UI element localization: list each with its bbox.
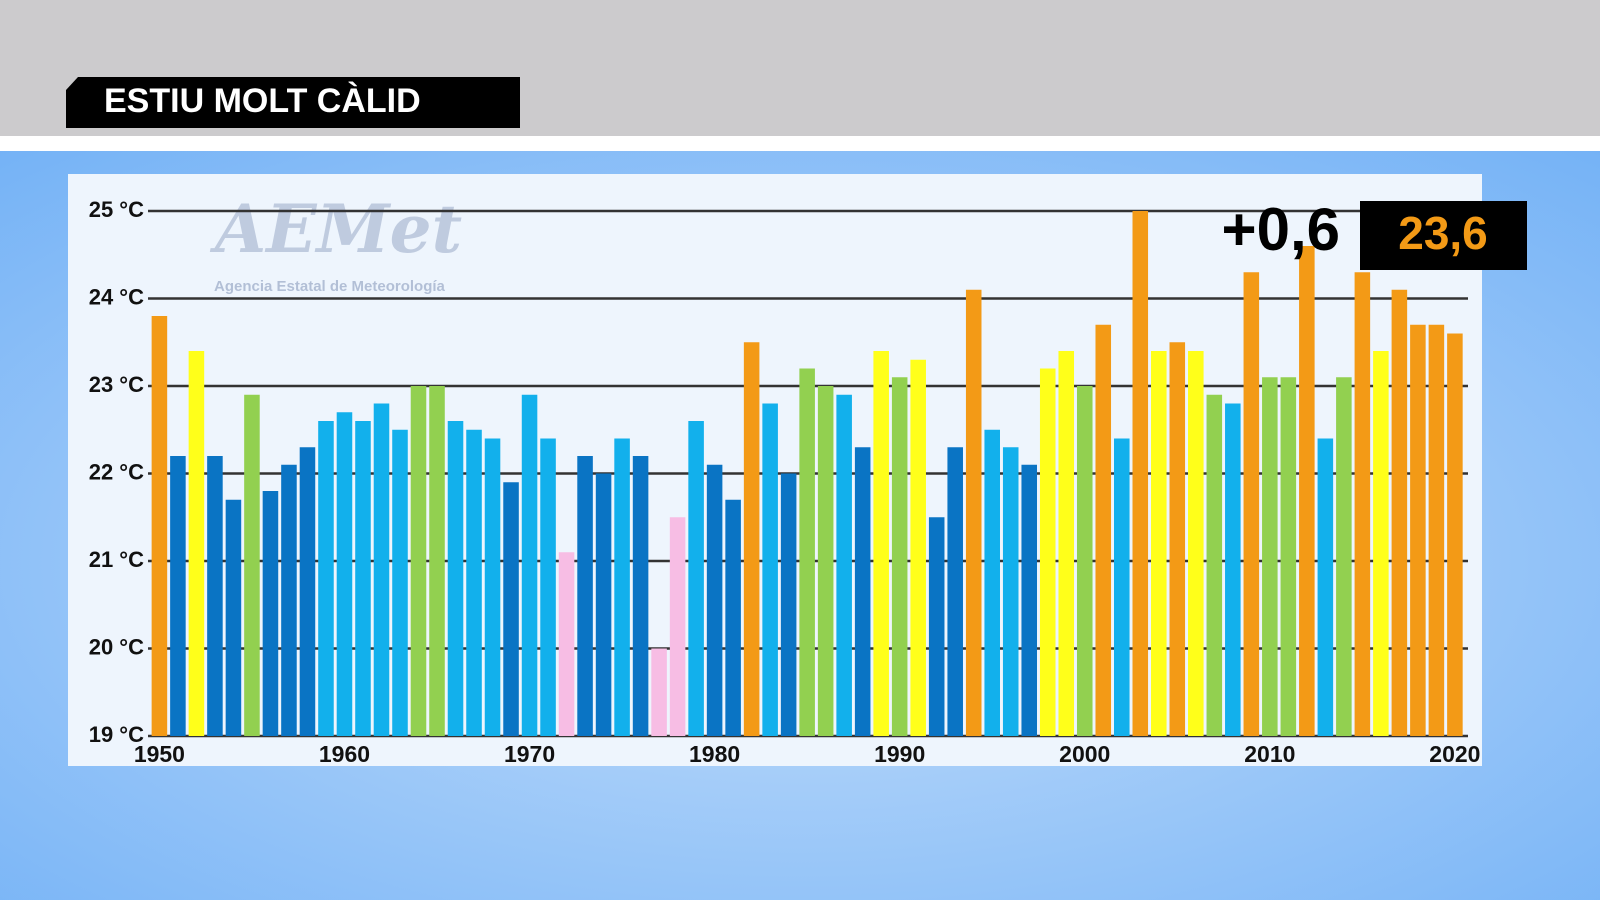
bar: [1039, 368, 1056, 736]
bar: [1206, 394, 1223, 736]
bar: [577, 456, 593, 736]
bar: [299, 447, 316, 736]
bar: [725, 499, 741, 736]
bar: [614, 438, 630, 736]
x-tick-label: 1980: [689, 741, 740, 767]
y-tick-label: 21 °C: [89, 547, 144, 572]
bar: [854, 447, 871, 736]
bar: [207, 456, 223, 736]
bar: [873, 351, 889, 736]
logo-subtitle: Agencia Estatal de Meteorología: [214, 278, 446, 295]
bar: [318, 421, 334, 736]
value-label: 23,6: [1398, 207, 1488, 259]
bar: [151, 316, 168, 736]
anomaly-label: +0,6: [1222, 196, 1340, 263]
bar: [262, 491, 279, 736]
bar: [521, 394, 538, 736]
bar: [688, 421, 704, 736]
bar: [1262, 377, 1278, 736]
bar: [799, 368, 815, 736]
bar: [1076, 386, 1093, 736]
bar: [558, 552, 575, 736]
divider: [0, 136, 1600, 151]
bar: [1428, 324, 1445, 736]
bar: [910, 359, 926, 736]
y-tick-label: 22 °C: [89, 459, 144, 484]
bar: [503, 482, 519, 736]
bar: [1151, 351, 1167, 736]
bar: [373, 403, 390, 736]
bar: [1391, 289, 1408, 736]
bar: [540, 438, 556, 736]
bar: [595, 473, 612, 736]
bar: [1169, 342, 1186, 736]
bar: [225, 499, 242, 736]
bar: [1188, 351, 1204, 736]
bar: [817, 386, 834, 736]
bar: [1113, 438, 1130, 736]
bar: [780, 473, 797, 736]
value-box: [1360, 201, 1527, 270]
x-tick-label: 1990: [874, 741, 925, 767]
bar: [410, 386, 427, 736]
bar: [355, 421, 371, 736]
bar: [743, 342, 760, 736]
bar: [965, 289, 982, 736]
logo: AEMet Agencia Estatal de Meteorología: [209, 190, 462, 295]
bar: [447, 421, 464, 736]
bar: [1317, 438, 1334, 736]
bar: [1280, 377, 1297, 736]
bar: [429, 386, 445, 736]
bar: [1447, 333, 1463, 736]
title-box: [66, 77, 520, 128]
y-tick-label: 25 °C: [89, 197, 144, 222]
y-tick-label: 19 °C: [89, 722, 144, 747]
bar: [984, 429, 1000, 736]
x-tick-label: 2000: [1059, 741, 1110, 767]
bar: [891, 377, 908, 736]
bar: [188, 351, 205, 736]
bar: [281, 464, 297, 736]
bar: [1299, 246, 1315, 736]
bar: [1410, 324, 1426, 736]
logo-name: AEMet: [209, 190, 462, 268]
bar: [928, 517, 945, 736]
bar: [706, 464, 723, 736]
bar: [1336, 377, 1352, 736]
x-tick-label: 2020: [1429, 741, 1480, 767]
bar: [762, 403, 778, 736]
bar: [484, 438, 501, 736]
bar: [336, 412, 353, 736]
bar: [1225, 403, 1241, 736]
plot: 19 °C 20 °C 21 °C 22 °C 23 °C 24 °C 25 °C 1950 1…: [89, 197, 1481, 767]
bar: [244, 394, 260, 736]
bar: [1021, 464, 1038, 736]
x-tick-label: 2010: [1244, 741, 1295, 767]
bar: [836, 394, 852, 736]
bar: [947, 447, 963, 736]
bar: [1132, 211, 1149, 736]
bar: [466, 429, 482, 736]
bar: [651, 648, 667, 736]
y-tick-label: 20 °C: [89, 634, 144, 659]
bar: [1243, 272, 1260, 736]
page-title: ESTIU MOLT CÀLID: [104, 82, 421, 120]
bar: [669, 517, 686, 736]
bar: [632, 456, 649, 736]
bar: [392, 429, 408, 736]
x-tick-label: 1950: [134, 741, 185, 767]
y-tick-label: 23 °C: [89, 372, 144, 397]
x-tick-label: 1970: [504, 741, 555, 767]
bar: [1058, 351, 1075, 736]
bar: [1002, 447, 1019, 736]
y-tick-label: 24 °C: [89, 284, 144, 309]
bar: [1373, 351, 1389, 736]
bar: [170, 456, 186, 736]
bar: [1095, 324, 1112, 736]
x-tick-label: 1960: [319, 741, 370, 767]
bar: [1354, 272, 1371, 736]
